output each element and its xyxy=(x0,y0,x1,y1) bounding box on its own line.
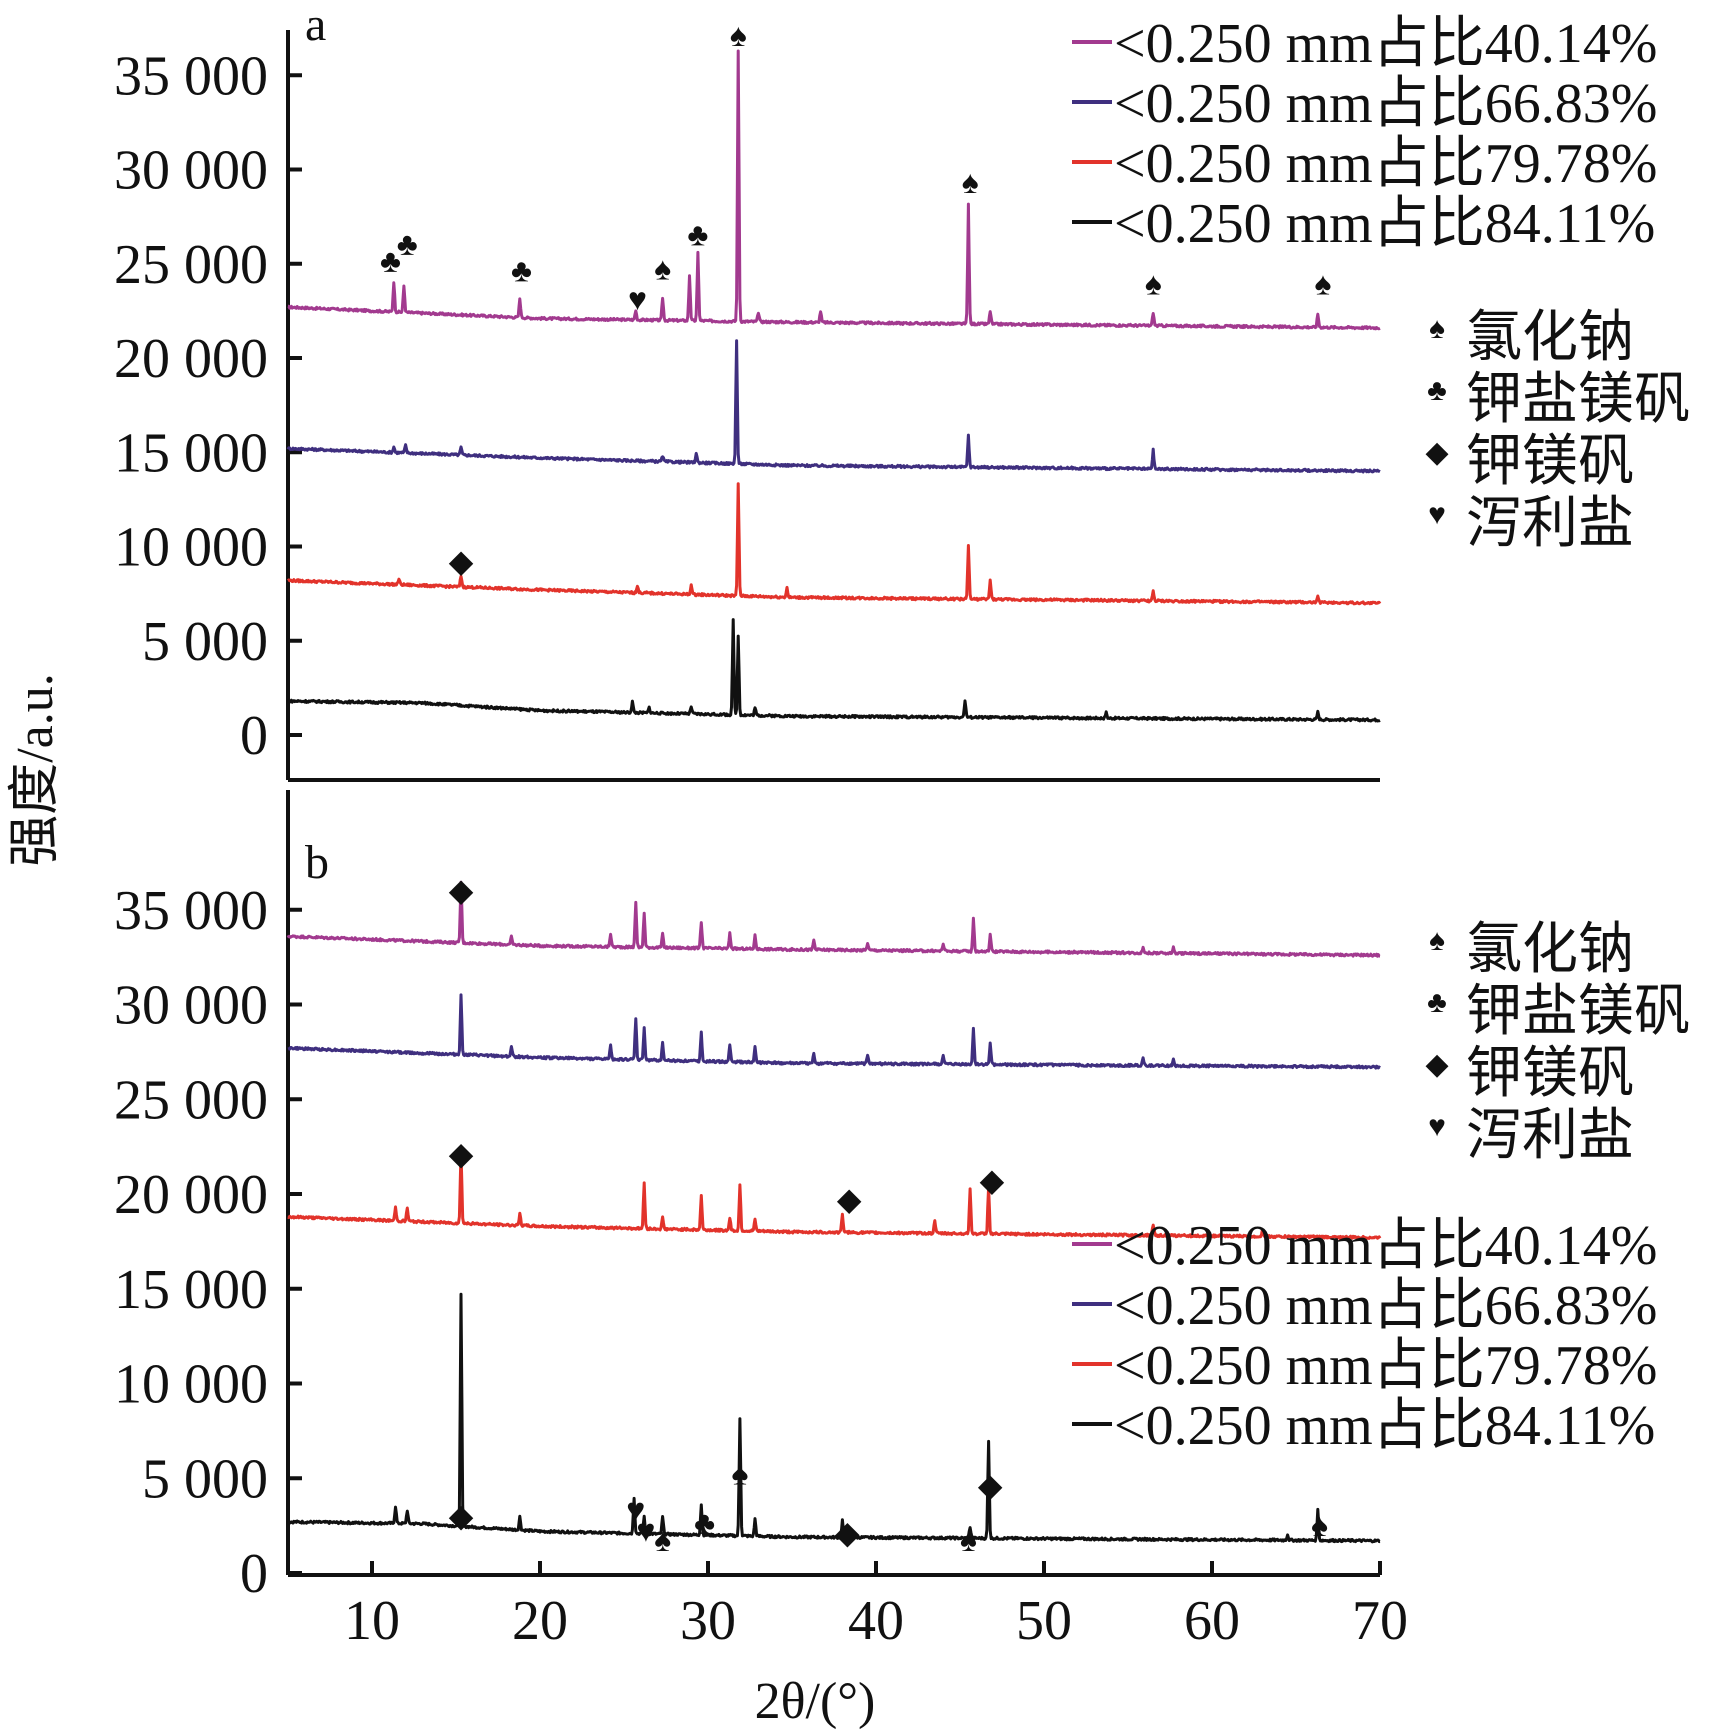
marker-legend-label: 氯化钠 xyxy=(1466,919,1634,981)
x-tick-label: 20 xyxy=(512,1590,568,1652)
y-tick-label-b: 5 000 xyxy=(142,1448,268,1510)
x-tick-label: 30 xyxy=(680,1590,736,1652)
peak-marker-b: ♥ xyxy=(626,1492,645,1528)
peak-marker-a: ♠ xyxy=(962,164,979,200)
peak-marker-b: ♠ xyxy=(1311,1507,1328,1543)
x-tick-label: 60 xyxy=(1184,1590,1240,1652)
y-tick-label-a: 15 000 xyxy=(114,422,268,484)
y-axis-title: 强度/a.u. xyxy=(7,673,64,867)
series-line-b-3 xyxy=(286,1292,1381,1544)
marker-legend-symbol: ♣ xyxy=(1427,374,1447,407)
y-tick-label-a: 25 000 xyxy=(114,234,268,296)
peak-marker-b: ♠ xyxy=(731,1456,748,1492)
x-axis-title: 2θ/(°) xyxy=(755,1673,876,1730)
legend-label-b: <0.250 mm占比66.83% xyxy=(1114,1275,1657,1337)
legend-label-a: <0.250 mm占比40.14% xyxy=(1114,13,1657,75)
legend-label-a: <0.250 mm占比84.11% xyxy=(1114,193,1655,255)
peak-marker-a: ♣ xyxy=(511,253,532,289)
y-tick-label-b: 25 000 xyxy=(114,1069,268,1131)
y-tick-label-b: 15 000 xyxy=(114,1259,268,1321)
marker-legend-symbol: ◆ xyxy=(1425,1048,1448,1081)
marker-legend-label: 钾盐镁矾 xyxy=(1466,981,1690,1043)
peak-marker-a: ♣ xyxy=(380,243,401,279)
y-tick-label-a: 0 xyxy=(240,705,268,767)
peak-marker-a: ♣ xyxy=(687,217,708,253)
series-line-a-2 xyxy=(286,482,1382,606)
peak-marker-a: ♣ xyxy=(397,226,418,262)
x-tick-label: 40 xyxy=(848,1590,904,1652)
marker-legend-b: ♠ 氯化钠 ♣ 钾盐镁矾 ◆ 钾镁矾 ♥ 泻利盐 xyxy=(1425,919,1690,1167)
peak-marker-a: ◆ xyxy=(449,543,474,579)
y-tick-label-b: 35 000 xyxy=(114,880,268,942)
marker-legend-label: 氯化钠 xyxy=(1466,307,1634,369)
peak-marker-a: ♠ xyxy=(654,251,671,287)
peak-marker-b: ◆ xyxy=(978,1467,1003,1503)
x-tick-label: 50 xyxy=(1016,1590,1072,1652)
series-line-b-0 xyxy=(286,880,1381,958)
marker-legend-symbol: ♠ xyxy=(1429,312,1445,345)
peak-marker-a: ♥ xyxy=(628,281,647,317)
series-line-b-1 xyxy=(287,993,1381,1070)
marker-legend-a: ♠ 氯化钠 ♣ 钾盐镁矾 ◆ 钾镁矾 ♥ 泻利盐 xyxy=(1425,307,1690,555)
x-tick-label: 10 xyxy=(344,1590,400,1652)
peak-marker-a: ♠ xyxy=(1145,266,1162,302)
y-tick-label-a: 30 000 xyxy=(114,140,268,202)
y-tick-label-a: 20 000 xyxy=(114,328,268,390)
peak-marker-b: ◆ xyxy=(449,872,474,908)
peak-marker-a: ♠ xyxy=(1314,266,1331,302)
legend-label-a: <0.250 mm占比79.78% xyxy=(1114,133,1657,195)
panel-b: 0 5 000 10 000 15 000 20 000 25 000 30 000 35 0… xyxy=(114,790,1657,1605)
peak-marker-b: ♥ xyxy=(636,1513,655,1549)
panel-label-a: a xyxy=(305,0,326,51)
peak-marker-b: ♠ xyxy=(960,1522,977,1558)
legend-label-b: <0.250 mm占比84.11% xyxy=(1114,1395,1655,1457)
peak-marker-b: ◆ xyxy=(449,1497,474,1533)
marker-legend-symbol: ◆ xyxy=(1425,436,1448,469)
marker-legend-symbol: ♣ xyxy=(1427,986,1447,1019)
x-tick-label: 70 xyxy=(1352,1590,1408,1652)
y-tick-label-a: 10 000 xyxy=(114,517,268,579)
y-tick-label-b: 10 000 xyxy=(114,1354,268,1416)
marker-legend-label: 泻利盐 xyxy=(1466,1105,1634,1167)
y-tick-label-b: 0 xyxy=(240,1543,268,1605)
marker-legend-label: 钾镁矾 xyxy=(1466,431,1634,493)
y-tick-label-b: 30 000 xyxy=(114,975,268,1037)
marker-legend-symbol: ♠ xyxy=(1429,924,1445,957)
series-line-a-3 xyxy=(287,618,1381,723)
peak-marker-b: ♠ xyxy=(654,1522,671,1558)
peak-marker-b: ◆ xyxy=(835,1514,860,1550)
marker-legend-symbol: ♥ xyxy=(1428,498,1446,531)
series-line-a-0 xyxy=(287,49,1381,331)
marker-legend-symbol: ♥ xyxy=(1428,1110,1446,1143)
panel-label-b: b xyxy=(305,836,329,889)
legend-label-b: <0.250 mm占比79.78% xyxy=(1114,1335,1657,1397)
y-tick-label-a: 35 000 xyxy=(114,45,268,107)
peak-marker-b: ◆ xyxy=(837,1181,862,1217)
marker-legend-label: 泻利盐 xyxy=(1466,493,1634,555)
panel-a: 0 5 000 10 000 15 000 20 000 25 000 30 000 35 0… xyxy=(114,0,1657,782)
peak-marker-b: ♣ xyxy=(694,1505,715,1541)
y-tick-label-b: 20 000 xyxy=(114,1164,268,1226)
marker-legend-label: 钾盐镁矾 xyxy=(1466,369,1690,431)
marker-legend-label: 钾镁矾 xyxy=(1466,1043,1634,1105)
peak-marker-a: ♠ xyxy=(730,17,747,53)
legend-label-b: <0.250 mm占比40.14% xyxy=(1114,1215,1657,1277)
peak-marker-b: ◆ xyxy=(980,1162,1005,1198)
legend-label-a: <0.250 mm占比66.83% xyxy=(1114,73,1657,135)
y-tick-label-a: 5 000 xyxy=(142,611,268,673)
series-line-a-1 xyxy=(286,339,1381,474)
peak-marker-b: ◆ xyxy=(449,1135,474,1171)
series-line-b-2 xyxy=(287,1150,1382,1240)
